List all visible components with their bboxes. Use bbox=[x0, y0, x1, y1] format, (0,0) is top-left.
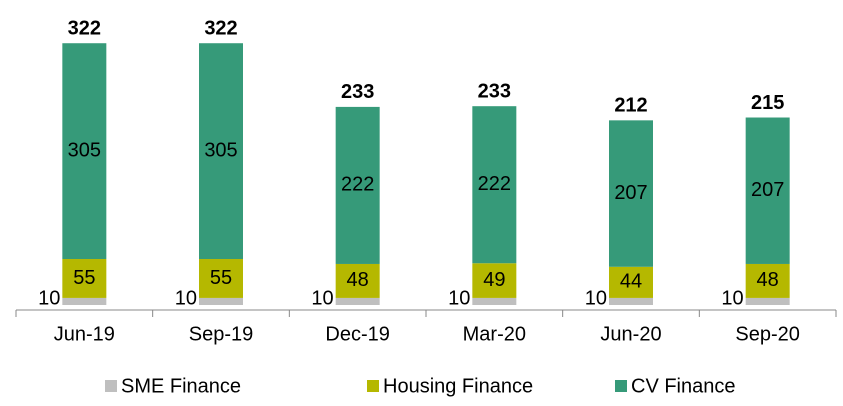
data-label: 44 bbox=[620, 271, 642, 293]
bar-segment bbox=[745, 263, 790, 298]
bar-segment bbox=[199, 297, 243, 305]
bar-segment bbox=[472, 106, 517, 264]
data-label: 305 bbox=[204, 139, 237, 161]
bar-segment bbox=[62, 259, 107, 298]
bar-segment bbox=[199, 43, 243, 260]
total-label: 322 bbox=[68, 18, 101, 40]
legend-swatch bbox=[105, 380, 117, 392]
data-label: 48 bbox=[347, 269, 369, 291]
bar-segment bbox=[62, 43, 107, 260]
bar-segment bbox=[335, 263, 380, 298]
data-label: 49 bbox=[483, 269, 505, 291]
data-label: 305 bbox=[68, 139, 101, 161]
data-label: 48 bbox=[757, 269, 779, 291]
data-label: 10 bbox=[585, 287, 607, 309]
x-tick-label: Dec-19 bbox=[325, 323, 389, 345]
data-label: 207 bbox=[614, 182, 647, 204]
bar-segment bbox=[335, 106, 380, 264]
bar-segment bbox=[472, 263, 517, 298]
data-label: 222 bbox=[478, 173, 511, 195]
x-tick-label: Jun-20 bbox=[600, 323, 661, 345]
bar-segment bbox=[199, 259, 243, 298]
legend-label: CV Finance bbox=[631, 375, 736, 397]
total-label: 233 bbox=[478, 80, 511, 102]
x-tick-label: Jun-19 bbox=[54, 323, 115, 345]
data-label: 10 bbox=[175, 287, 197, 309]
data-label: 55 bbox=[73, 267, 95, 289]
legend-label: Housing Finance bbox=[383, 375, 533, 397]
data-label: 207 bbox=[751, 179, 784, 201]
bar-segment bbox=[745, 297, 790, 305]
bar-segment bbox=[472, 297, 517, 305]
data-label: 10 bbox=[38, 287, 60, 309]
total-label: 233 bbox=[341, 81, 374, 103]
x-tick-label: Sep-20 bbox=[735, 323, 800, 345]
total-label: 322 bbox=[204, 18, 237, 40]
total-label: 212 bbox=[614, 95, 647, 117]
bar-segment bbox=[609, 120, 653, 267]
total-label: 215 bbox=[751, 92, 784, 114]
bar-segment bbox=[609, 297, 653, 305]
data-label: 10 bbox=[721, 287, 743, 309]
legend-swatch bbox=[615, 380, 627, 392]
bar-segment bbox=[335, 297, 380, 305]
bar-segment bbox=[609, 266, 653, 298]
data-label: 10 bbox=[311, 287, 333, 309]
data-label: 10 bbox=[448, 287, 470, 309]
x-tick-label: Mar-20 bbox=[463, 323, 526, 345]
legend-swatch bbox=[367, 380, 379, 392]
legend-label: SME Finance bbox=[121, 375, 241, 397]
bar-segment bbox=[62, 297, 107, 305]
data-label: 222 bbox=[341, 174, 374, 196]
bar-segment bbox=[745, 117, 790, 264]
data-label: 55 bbox=[210, 267, 232, 289]
x-tick-label: Sep-19 bbox=[189, 323, 254, 345]
